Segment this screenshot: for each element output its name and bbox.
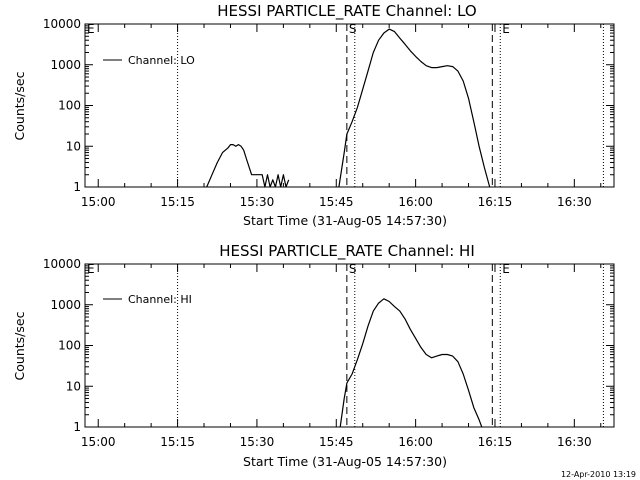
panel-hi-marker-label: E	[502, 262, 510, 276]
panel-lo-marker-label: E	[502, 22, 510, 36]
panel-hi-y-axis-label: Counts/sec	[12, 311, 27, 380]
panel-hi-x-tick-labels: 15:00 15:15 15:30 15:45 16:00 16:15 16:30	[81, 435, 592, 449]
panel-lo-legend-label: Channel: LO	[128, 54, 195, 67]
panel-lo-ticks	[85, 23, 614, 188]
panel-lo-x-tick-label: 16:15	[478, 195, 513, 209]
panel-lo-x-tick-label: 15:45	[319, 195, 354, 209]
panel-hi-x-tick-label: 16:15	[478, 435, 513, 449]
panel-lo: HESSI PARTICLE_RATE Channel: LO E S E 15:0…	[12, 2, 615, 228]
panel-lo-y-axis-label: Counts/sec	[12, 71, 27, 140]
panel-hi-x-tick-label: 15:30	[240, 435, 275, 449]
panel-lo-marker-label: E	[87, 22, 95, 36]
panel-hi-legend-label: Channel: HI	[128, 293, 192, 306]
panel-lo-y-tick-label: 100	[58, 99, 81, 113]
panel-lo-y-tick-label: 10	[66, 139, 81, 153]
panel-hi-x-tick-label: 15:45	[319, 435, 354, 449]
panel-hi-y-tick-label: 100	[58, 339, 81, 353]
panel-hi-marker-label: S	[349, 262, 357, 276]
panel-lo-series-line	[206, 144, 290, 188]
panel-hi-x-tick-label: 15:00	[81, 435, 116, 449]
panel-hi-x-tick-label: 16:00	[398, 435, 433, 449]
panel-hi-series	[339, 298, 483, 428]
panel-lo-y-tick-label: 10000	[43, 17, 81, 31]
panel-lo-x-tick-label: 15:15	[160, 195, 195, 209]
panel-hi-y-tick-label: 10	[66, 379, 81, 393]
panel-lo-y-tick-label: 1	[73, 180, 81, 194]
panel-hi-y-tick-label: 10000	[43, 257, 81, 271]
panel-lo-x-tick-label: 16:30	[557, 195, 592, 209]
panel-hi-ticks	[85, 263, 614, 428]
panel-lo-y-tick-label: 1000	[50, 58, 81, 72]
panel-lo-x-tick-label: 15:30	[240, 195, 275, 209]
panel-hi-title: HESSI PARTICLE_RATE Channel: HI	[219, 242, 475, 261]
panel-hi-y-tick-label: 1	[73, 420, 81, 434]
panel-hi-x-tick-label: 15:15	[160, 435, 195, 449]
timestamp: 12-Apr-2010 13:19	[561, 470, 636, 479]
panel-hi-marker-label: E	[87, 262, 95, 276]
panel-hi-x-axis-label: Start Time (31-Aug-05 14:57:30)	[243, 454, 447, 469]
panel-lo-x-tick-labels: 15:00 15:15 15:30 15:45 16:00 16:15 16:30	[81, 195, 592, 209]
panel-lo-x-axis-label: Start Time (31-Aug-05 14:57:30)	[243, 213, 447, 228]
panel-hi-y-tick-labels: 1 10 100 1000 10000	[43, 257, 81, 434]
panel-lo-series	[206, 28, 491, 188]
panel-hi-y-tick-label: 1000	[50, 298, 81, 312]
panel-hi-series-line	[339, 298, 483, 428]
panel-hi-x-tick-label: 16:30	[557, 435, 592, 449]
panel-lo-y-tick-labels: 1 10 100 1000 10000	[43, 17, 81, 194]
panel-lo-marker-label: S	[349, 22, 357, 36]
panel-lo-title: HESSI PARTICLE_RATE Channel: LO	[217, 2, 476, 21]
panel-lo-series-line	[338, 28, 491, 188]
panel-hi: HESSI PARTICLE_RATE Channel: HI E S E 15:0…	[12, 242, 615, 469]
panel-lo-x-tick-label: 15:00	[81, 195, 116, 209]
panel-lo-x-tick-label: 16:00	[398, 195, 433, 209]
